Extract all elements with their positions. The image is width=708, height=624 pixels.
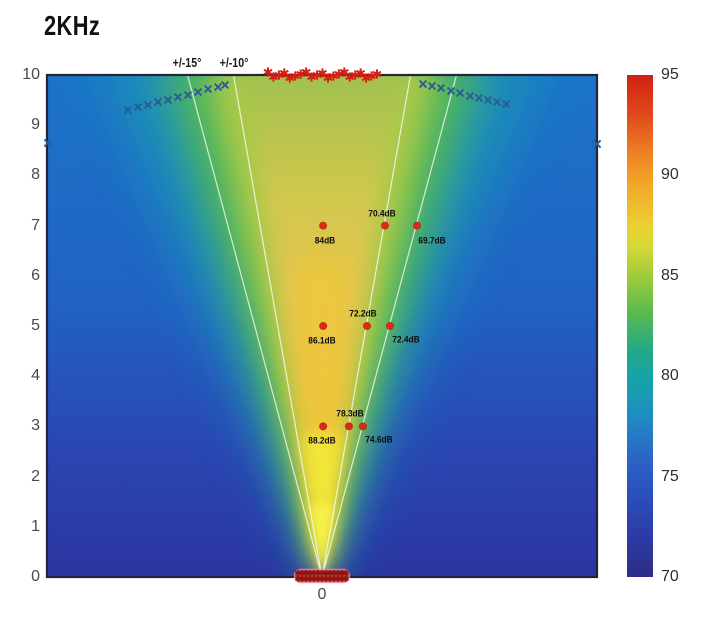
angle-label-15deg: +/-15° xyxy=(172,56,202,70)
colorbar-tick-90: 90 xyxy=(661,166,679,184)
y-axis-tick-5: 5 xyxy=(31,317,40,334)
y-axis-tick-6: 6 xyxy=(31,266,40,284)
x-marker xyxy=(446,86,456,96)
asterisk-marker xyxy=(339,67,349,77)
measurement-dot xyxy=(386,322,394,330)
colorbar-tick-80: 80 xyxy=(661,367,679,385)
y-axis-tick-0: 0 xyxy=(31,568,40,585)
asterisk-marker xyxy=(317,68,328,78)
x-marker xyxy=(203,84,213,94)
measurement-dot xyxy=(319,422,327,431)
measurement-dot xyxy=(319,322,327,330)
x-marker xyxy=(418,79,428,89)
cluster-asterisk xyxy=(343,570,349,576)
asterisk-marker xyxy=(263,67,273,77)
x-marker xyxy=(427,81,437,91)
angle-label-10deg: +/-10° xyxy=(219,56,249,70)
marker-layer xyxy=(43,67,602,584)
measurement-dot xyxy=(381,221,389,230)
x-marker xyxy=(123,105,133,115)
guide-line--10deg xyxy=(232,74,323,578)
heatmap-gradient-field xyxy=(47,75,597,577)
y-axis-tick-2: 2 xyxy=(31,467,40,485)
y-axis-tick-9: 9 xyxy=(31,116,40,134)
asterisk-marker xyxy=(301,67,311,77)
colorbar-tick-85: 85 xyxy=(661,266,679,284)
y-axis-tick-10: 10 xyxy=(22,66,40,83)
x-axis-tick-0: 0 xyxy=(317,586,327,603)
x-marker xyxy=(220,80,230,90)
cluster-asterisk xyxy=(343,576,349,582)
colorbar-tick-95: 95 xyxy=(661,66,679,83)
y-axis-tick-3: 3 xyxy=(31,417,40,435)
heatmap-beam-plot xyxy=(43,67,602,584)
measurement-dot xyxy=(359,422,367,431)
x-marker xyxy=(492,97,502,107)
x-marker-edge xyxy=(43,138,53,148)
y-axis-tick-7: 7 xyxy=(31,216,40,234)
x-marker xyxy=(143,100,153,110)
measurement-dot xyxy=(363,322,371,330)
x-marker xyxy=(153,97,163,107)
x-marker xyxy=(213,82,223,92)
x-marker xyxy=(474,93,484,103)
asterisk-marker xyxy=(279,68,289,78)
measurement-dot xyxy=(413,221,421,230)
chart-title: 2KHz xyxy=(44,10,101,41)
asterisk-marker xyxy=(356,68,366,78)
asterisk-marker xyxy=(372,69,382,79)
colorbar xyxy=(627,75,653,577)
x-marker xyxy=(173,92,183,102)
x-marker xyxy=(183,90,193,100)
x-marker xyxy=(436,83,446,93)
y-axis-tick-8: 8 xyxy=(31,166,40,184)
x-marker xyxy=(163,95,173,105)
y-axis-tick-4: 4 xyxy=(31,367,40,385)
x-marker-edge xyxy=(592,139,602,149)
x-marker xyxy=(483,95,493,105)
colorbar-tick-75: 75 xyxy=(661,467,679,485)
x-marker xyxy=(465,91,475,101)
x-marker xyxy=(501,99,511,109)
guide-line--15deg xyxy=(186,74,323,578)
x-marker xyxy=(455,88,465,98)
x-marker xyxy=(193,87,203,97)
colorbar-tick-70: 70 xyxy=(661,568,679,585)
y-axis-tick-1: 1 xyxy=(31,517,40,535)
measurement-dot xyxy=(345,422,353,431)
measurement-dot xyxy=(319,221,327,230)
x-marker xyxy=(133,102,143,112)
